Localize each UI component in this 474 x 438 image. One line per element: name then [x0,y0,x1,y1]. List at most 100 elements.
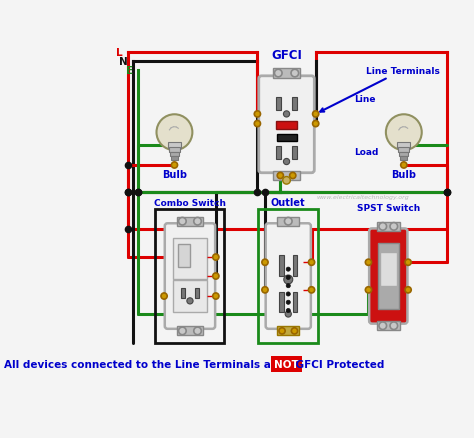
Text: All devices connected to the Line Terminals are: All devices connected to the Line Termin… [4,359,287,369]
Circle shape [213,273,219,279]
Circle shape [283,112,290,118]
Text: N: N [119,57,128,67]
FancyBboxPatch shape [165,224,215,329]
Bar [380,252,397,287]
Bar [195,289,199,299]
Bar [181,289,185,299]
Circle shape [405,287,411,293]
Text: Bulb: Bulb [392,170,416,180]
Circle shape [386,115,422,151]
Circle shape [286,309,291,313]
Circle shape [187,298,193,304]
Text: Line: Line [354,95,375,104]
Circle shape [213,293,219,300]
Bar [279,292,283,313]
Circle shape [156,115,192,151]
Circle shape [283,159,290,165]
Circle shape [312,121,319,127]
Circle shape [277,173,283,179]
Bar [178,244,190,267]
Bar [177,327,203,336]
Circle shape [286,276,291,280]
Circle shape [179,327,186,335]
Circle shape [283,177,291,185]
Text: www.electricaltechnology.org: www.electricaltechnology.org [316,195,409,200]
Bar [169,148,180,152]
Circle shape [194,218,201,226]
Bar [276,147,281,160]
Text: Bulb: Bulb [162,170,187,180]
Bar [279,256,283,276]
Circle shape [365,260,372,266]
Text: GFCI: GFCI [271,49,302,62]
Circle shape [213,254,219,261]
Circle shape [290,173,296,179]
Circle shape [309,260,315,266]
Circle shape [309,287,315,293]
Circle shape [161,293,167,300]
Circle shape [292,328,298,334]
Circle shape [171,162,178,169]
Circle shape [262,260,268,266]
Bar [258,209,319,343]
Bar [277,327,300,336]
Text: Outlet: Outlet [271,198,306,208]
Bar [155,209,225,343]
Circle shape [262,287,268,293]
Circle shape [254,121,261,127]
Circle shape [312,112,319,118]
Bar [397,143,410,148]
Bar [170,152,179,157]
Bar [293,292,297,313]
Text: SPST Switch: SPST Switch [356,204,420,213]
Circle shape [286,268,291,272]
Text: E: E [126,66,133,76]
Circle shape [179,218,186,226]
Bar [377,223,400,231]
Circle shape [286,284,291,288]
Bar [273,171,301,181]
Bar [276,98,281,111]
Bar [398,148,410,152]
Circle shape [401,162,407,169]
Bar [401,157,407,161]
Bar [377,321,400,330]
FancyBboxPatch shape [265,224,311,329]
Circle shape [365,287,372,293]
Circle shape [285,311,292,318]
Text: L: L [116,48,123,58]
Bar [277,217,300,226]
Circle shape [284,276,293,284]
Bar [399,152,408,157]
Bar [292,98,297,111]
Bar [276,134,297,142]
Bar [173,280,207,313]
Circle shape [390,223,398,231]
Bar [293,256,297,276]
Circle shape [405,260,411,266]
Circle shape [379,322,387,330]
FancyBboxPatch shape [259,77,314,173]
Text: Line Terminals: Line Terminals [320,67,440,113]
Bar [276,121,297,130]
Circle shape [194,327,201,335]
Bar [171,157,178,161]
Circle shape [254,112,261,118]
Bar [292,147,297,160]
Circle shape [379,223,387,231]
Circle shape [291,70,299,78]
Bar [177,217,203,226]
Circle shape [390,322,398,330]
Text: Combo Switch: Combo Switch [154,198,226,208]
Bar [173,239,207,280]
Circle shape [284,218,292,226]
Circle shape [286,292,291,297]
Bar [273,69,301,79]
FancyBboxPatch shape [369,229,408,324]
Text: GFCI Protected: GFCI Protected [292,359,384,369]
Bar [378,244,399,309]
Circle shape [286,300,291,304]
Circle shape [274,70,282,78]
Text: Load: Load [354,148,378,157]
Bar [168,143,181,148]
